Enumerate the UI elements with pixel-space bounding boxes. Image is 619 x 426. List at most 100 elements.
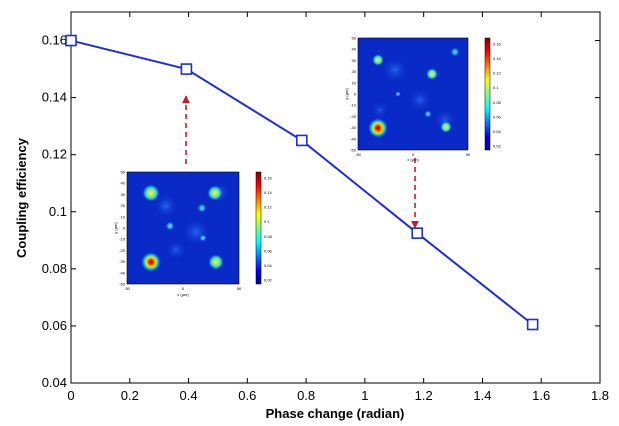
inset-y-tick-label: -40 xyxy=(119,270,126,275)
x-tick-label: 1 xyxy=(361,388,368,403)
colorbar-tick-label: 0.14 xyxy=(493,56,502,61)
inset-y-tick-label: -10 xyxy=(119,237,126,242)
y-tick-label: 0.04 xyxy=(42,375,67,390)
inset-y-tick-label: 50 xyxy=(121,170,126,175)
heatmap-inset-2: 0.16 0.14 0.12 0.1 0.08 0.06 0.04 0.02 50 40 30 20… xyxy=(344,36,502,163)
inset-x-tick-label: 50 xyxy=(237,286,242,291)
colorbar-tick-label: 0.06 xyxy=(264,248,273,253)
heatmap-1-colorbar xyxy=(255,171,262,285)
heatmap-1-ripple xyxy=(154,194,178,218)
heatmap-1-x-ticks: -50 0 50 xyxy=(124,286,242,291)
inset-x-tick-label: 0 xyxy=(412,152,415,157)
inset-y-tick-label: 40 xyxy=(352,47,357,52)
inset-y-tick-label: 20 xyxy=(352,69,357,74)
heatmap-2-ripple xyxy=(382,57,408,83)
colorbar-tick-label: 0.04 xyxy=(493,129,502,134)
x-axis-title: Phase change (radian) xyxy=(266,406,405,421)
heatmap-2-spot xyxy=(395,91,401,97)
heatmap-1-spot xyxy=(199,234,207,242)
inset-x-tick-label: -50 xyxy=(124,286,131,291)
colorbar-tick-label: 0.14 xyxy=(264,190,273,195)
inset-y-tick-label: -20 xyxy=(119,248,126,253)
x-tick-label: 0.2 xyxy=(121,388,139,403)
inset-y-tick-label: -20 xyxy=(350,114,357,119)
heatmap-2-spot xyxy=(426,68,438,80)
heatmap-1-spot xyxy=(142,184,160,202)
inset-y-tick-label: 30 xyxy=(352,58,357,63)
data-point-marker xyxy=(526,318,539,331)
heatmap-1-spot xyxy=(141,252,161,272)
inset-y-tick-label: 10 xyxy=(352,80,357,85)
inset-y-tick-label: 30 xyxy=(121,192,126,197)
inset-y-tick-label: -40 xyxy=(350,136,357,141)
x-tick-label: 0.6 xyxy=(238,388,256,403)
heatmap-2-spot xyxy=(372,54,384,66)
series-layer xyxy=(65,34,539,331)
heatmap-2-spot xyxy=(424,110,432,118)
x-tick-label: 1.6 xyxy=(532,388,550,403)
inset-y-tick-label: -50 xyxy=(350,148,357,153)
heatmap-2-colorbar xyxy=(484,37,491,151)
heatmap-2-frame xyxy=(357,37,469,151)
heatmap-1-ripple xyxy=(182,218,210,246)
heatmap-1-spot xyxy=(165,221,175,231)
data-point-marker xyxy=(411,227,424,239)
heatmap-2-spot xyxy=(368,118,388,138)
inset-y-tick-label: 0 xyxy=(354,92,357,97)
heatmap-2-ripple xyxy=(408,88,432,112)
data-point-marker xyxy=(296,134,308,147)
inset-y-tick-label: 10 xyxy=(121,214,126,219)
heatmap-1-ripple xyxy=(166,240,186,260)
heatmap-1-x-label: x (μm) xyxy=(177,292,189,297)
heatmap-2-spot xyxy=(450,47,460,57)
x-tick-label: 1.8 xyxy=(591,388,609,403)
colorbar-tick-label: 0.02 xyxy=(493,144,502,149)
inset-y-tick-label: 0 xyxy=(123,226,126,231)
y-axis-ticks: 0.04 0.06 0.08 0.1 0.12 0.14 0.16 xyxy=(42,33,600,390)
y-tick-label: 0.1 xyxy=(49,204,67,219)
heatmap-2-y-ticks: 50 40 30 20 10 0 -10 -20 -30 -40 -50 xyxy=(350,36,357,153)
heatmap-2-y-label: y (μm) xyxy=(344,88,349,100)
colorbar-tick-label: 0.12 xyxy=(493,71,502,76)
x-tick-label: 0 xyxy=(67,388,74,403)
y-tick-label: 0.06 xyxy=(42,318,67,333)
data-point-marker xyxy=(180,63,193,75)
colorbar-tick-label: 0.08 xyxy=(264,234,273,239)
heatmap-inset-1: 0.16 0.14 0.12 0.1 0.08 0.06 0.04 0.02 50 40 30 20… xyxy=(113,170,273,298)
heatmap-1-spot xyxy=(207,185,223,201)
heatmap-2-x-label: x (μm) xyxy=(407,157,419,162)
heatmap-1-colorbar-ticks: 0.16 0.14 0.12 0.1 0.08 0.06 0.04 0.02 xyxy=(264,176,273,283)
data-point-marker xyxy=(65,34,77,47)
x-tick-label: 1.4 xyxy=(473,388,491,403)
inset-x-tick-label: -50 xyxy=(355,152,362,157)
colorbar-tick-label: 0.04 xyxy=(264,263,273,268)
heatmap-1-y-label: y (μm) xyxy=(113,222,118,234)
y-axis-title: Coupling efficiency xyxy=(14,137,29,258)
inset-y-tick-label: 50 xyxy=(352,36,357,41)
inset-y-tick-label: -50 xyxy=(119,282,126,287)
heatmap-1-spot xyxy=(208,254,224,270)
inset-y-tick-label: -10 xyxy=(350,103,357,108)
y-tick-label: 0.14 xyxy=(42,90,67,105)
y-tick-label: 0.12 xyxy=(42,147,67,162)
heatmap-2-colorbar-ticks: 0.16 0.14 0.12 0.1 0.08 0.06 0.04 0.02 xyxy=(493,42,502,149)
inset-y-tick-label: 20 xyxy=(121,203,126,208)
colorbar-tick-label: 0.02 xyxy=(264,278,273,283)
inset-y-tick-label: -30 xyxy=(350,125,357,130)
inset-x-tick-label: 50 xyxy=(466,152,471,157)
heatmap-2-spot xyxy=(440,121,452,133)
x-tick-label: 0.8 xyxy=(297,388,315,403)
y-tick-label: 0.16 xyxy=(42,33,67,48)
inset-y-tick-label: -30 xyxy=(119,259,126,264)
heatmap-2-ripple xyxy=(371,101,389,119)
heatmap-2-x-ticks: -50 0 50 xyxy=(355,152,471,157)
colorbar-tick-label: 0.08 xyxy=(493,100,502,105)
heatmap-1-frame xyxy=(126,171,240,285)
colorbar-tick-label: 0.16 xyxy=(493,42,502,47)
x-tick-label: 1.2 xyxy=(415,388,433,403)
heatmap-1-spot xyxy=(197,203,207,213)
inset-x-tick-label: 0 xyxy=(182,286,185,291)
colorbar-tick-label: 0.12 xyxy=(264,205,273,210)
y-tick-label: 0.08 xyxy=(42,261,67,276)
